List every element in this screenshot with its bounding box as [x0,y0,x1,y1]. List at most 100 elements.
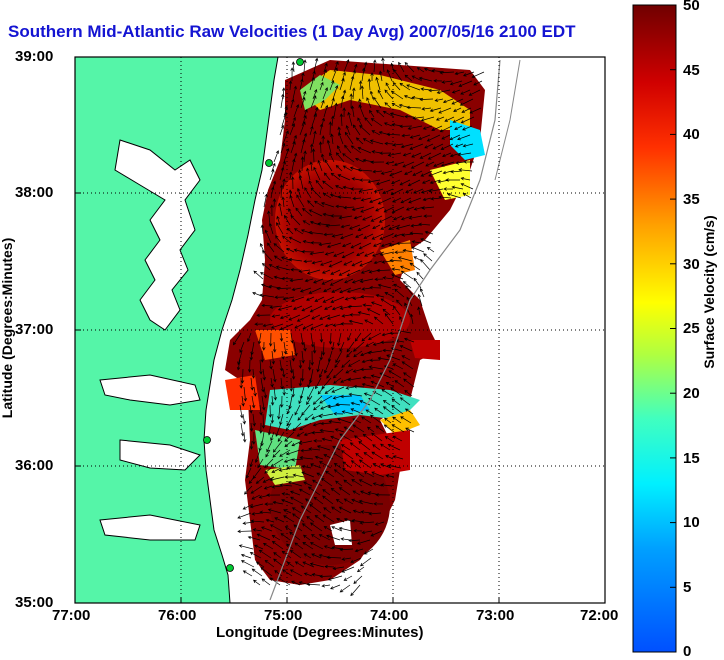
velocity-arrow [320,421,332,426]
velocity-arrow [388,224,401,231]
velocity-arrow [269,476,285,482]
velocity-arrow [392,305,401,316]
velocity-arrow [292,473,305,478]
velocity-arrow [251,512,262,516]
velocity-arrow [380,443,391,451]
velocity-arrow [303,553,312,559]
velocity-arrow [320,404,331,410]
velocity-arrow [332,566,345,571]
colorbar [632,4,677,653]
velocity-arrow [439,125,453,133]
velocity-arrow [324,386,335,394]
velocity-arrow [381,260,393,264]
velocity-arrow [316,359,321,373]
velocity-arrow [306,167,311,181]
velocity-arrow [270,431,275,442]
velocity-arrow [352,490,361,496]
velocity-arrow [344,296,355,301]
velocity-arrow [272,341,277,353]
velocity-arrow [431,125,443,132]
velocity-arrow [309,542,324,550]
velocity-arrow [392,82,401,91]
velocity-arrow [296,194,305,208]
velocity-arrow [279,449,291,457]
velocity-arrow [358,499,374,505]
velocity-arrow [371,451,384,460]
velocity-arrow [371,233,384,240]
velocity-arrow [380,298,393,307]
radar-stations [203,58,304,572]
velocity-arrow [335,164,343,172]
velocity-arrow [281,492,291,496]
velocity-arrow [302,323,314,330]
velocity-arrow [410,223,421,228]
velocity-arrow [399,265,411,271]
velocity-arrow [273,255,283,262]
velocity-arrow [373,96,382,109]
velocity-arrow [281,350,285,360]
velocity-arrow [338,526,353,532]
velocity-arrow [272,500,284,505]
velocity-arrow [355,137,364,145]
velocity-arrow [342,461,352,469]
velocity-arrow [369,109,375,118]
velocity-arrow [262,542,274,550]
velocity-arrow [351,479,363,487]
velocity-arrow [383,122,393,127]
velocity-arrow [308,180,314,190]
velocity-arrow [331,506,342,514]
velocity-arrow [252,431,256,445]
velocity-arrow [375,293,385,298]
velocity-arrow [429,107,442,113]
velocity-arrow [304,413,314,421]
velocity-arrow [350,557,362,563]
velocity-arrow [341,410,354,415]
velocity-arrow [284,526,293,532]
velocity-arrow [290,98,295,109]
velocity-arrow [419,97,434,102]
velocity-arrow [379,233,394,240]
velocity-arrow [269,168,275,181]
velocity-arrow [411,152,422,158]
velocity-arrow [374,521,385,526]
velocity-arrow [260,350,264,363]
velocity-arrow [313,439,323,443]
velocity-arrow [304,278,314,283]
velocity-arrow [270,323,284,329]
velocity-arrow [363,61,368,73]
velocity-arrow [268,404,273,418]
velocity-arrow [349,166,363,172]
velocity-arrow [354,332,362,342]
velocity-arrow [292,305,303,311]
velocity-arrow [244,485,253,495]
velocity-arrow [400,270,414,280]
velocity-arrow [386,69,393,82]
velocity-arrow [267,210,271,226]
velocity-arrow [336,145,342,154]
velocity-arrow [328,332,333,345]
velocity-arrow [388,370,402,379]
velocity-arrow [303,150,307,163]
x-axis-label: Longitude (Degrees:Minutes) [216,624,424,641]
velocity-arrow [326,242,342,249]
velocity-arrow [312,422,322,427]
velocity-arrow [463,160,475,164]
velocity-arrow [270,395,275,406]
velocity-arrow [370,301,383,307]
velocity-arrow [435,116,445,121]
velocity-arrow [385,382,395,388]
velocity-arrow [254,449,261,463]
velocity-arrow [318,413,334,418]
velocity-arrow [323,526,333,532]
velocity-arrow [268,332,273,347]
velocity-arrow [380,463,392,469]
velocity-arrow [301,305,313,312]
velocity-arrow [280,142,286,154]
velocity-arrow [296,431,305,437]
velocity-arrow [320,153,325,163]
velocity-arrow [359,557,372,567]
velocity-arrow [385,82,391,91]
velocity-arrow [418,76,433,82]
velocity-arrow [384,102,392,109]
velocity-arrow [329,278,344,286]
